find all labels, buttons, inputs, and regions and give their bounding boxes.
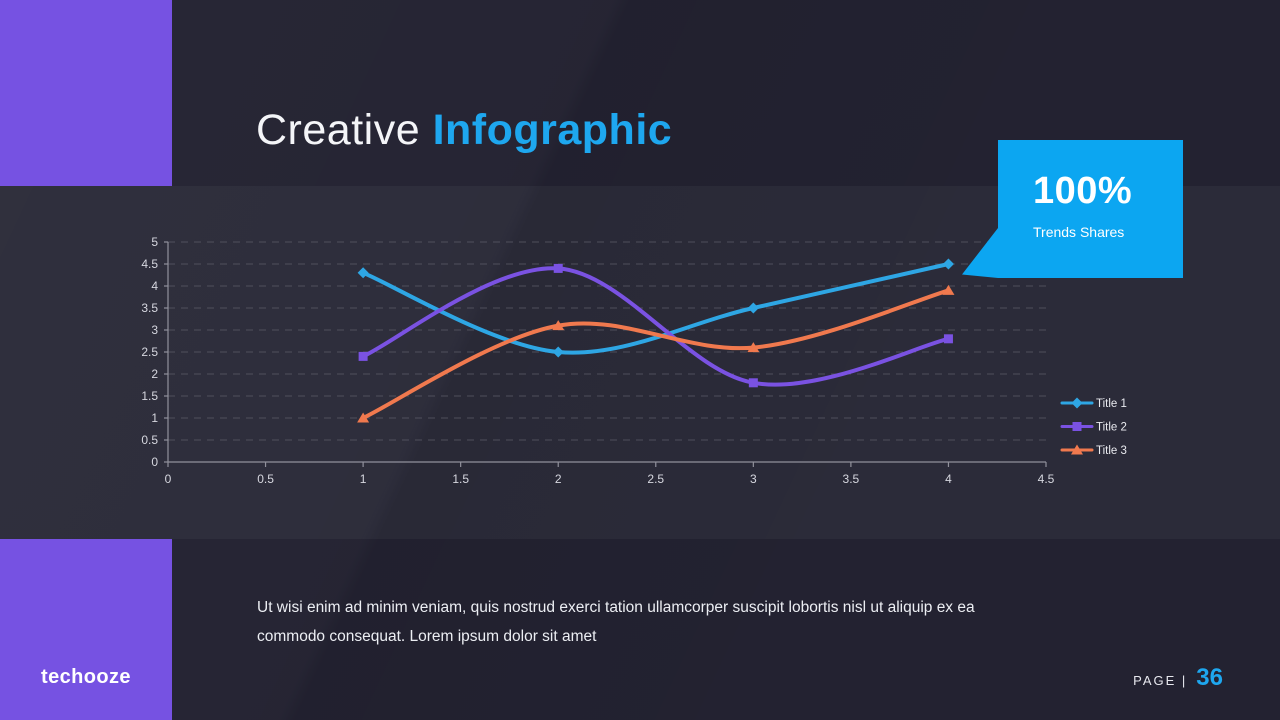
- svg-text:2.5: 2.5: [647, 472, 664, 486]
- svg-text:1: 1: [151, 411, 158, 425]
- svg-text:1.5: 1.5: [452, 472, 469, 486]
- svg-text:0: 0: [151, 455, 158, 469]
- svg-text:3.5: 3.5: [141, 301, 158, 315]
- svg-text:Title 3: Title 3: [1096, 445, 1127, 457]
- page-title: Creative Infographic: [256, 105, 673, 154]
- callout-value: 100%: [1033, 170, 1133, 212]
- svg-text:2.5: 2.5: [141, 345, 158, 359]
- svg-text:3.5: 3.5: [843, 472, 860, 486]
- page-title-part2: Infographic: [432, 105, 673, 154]
- svg-text:4.5: 4.5: [1038, 472, 1055, 486]
- svg-text:0.5: 0.5: [257, 472, 274, 486]
- svg-text:4: 4: [945, 472, 952, 486]
- svg-text:4: 4: [151, 279, 158, 293]
- page-indicator-label: PAGE |: [1133, 673, 1188, 688]
- page-indicator-number: 36: [1196, 664, 1223, 691]
- svg-text:Title 1: Title 1: [1096, 398, 1127, 410]
- body-text: Ut wisi enim ad minim veniam, quis nostr…: [257, 598, 975, 645]
- svg-text:5: 5: [151, 235, 158, 249]
- svg-text:2: 2: [555, 472, 562, 486]
- svg-text:Title 2: Title 2: [1096, 422, 1127, 434]
- svg-text:2: 2: [151, 367, 158, 381]
- page-indicator: PAGE | 36: [1133, 664, 1223, 692]
- svg-text:3: 3: [750, 472, 757, 486]
- purple-accent-block-top: [0, 0, 172, 186]
- purple-accent-block-bottom: [0, 539, 172, 720]
- callout-bubble: 100% Trends Shares: [962, 140, 1183, 278]
- svg-text:3: 3: [151, 323, 158, 337]
- page-title-part1: Creative: [256, 105, 433, 154]
- svg-text:0.5: 0.5: [141, 433, 158, 447]
- svg-text:1: 1: [360, 472, 367, 486]
- svg-text:4.5: 4.5: [141, 257, 158, 271]
- callout-label: Trends Shares: [1033, 224, 1125, 240]
- brand-logo: techooze: [41, 666, 131, 688]
- svg-text:0: 0: [165, 472, 172, 486]
- svg-text:1.5: 1.5: [141, 389, 158, 403]
